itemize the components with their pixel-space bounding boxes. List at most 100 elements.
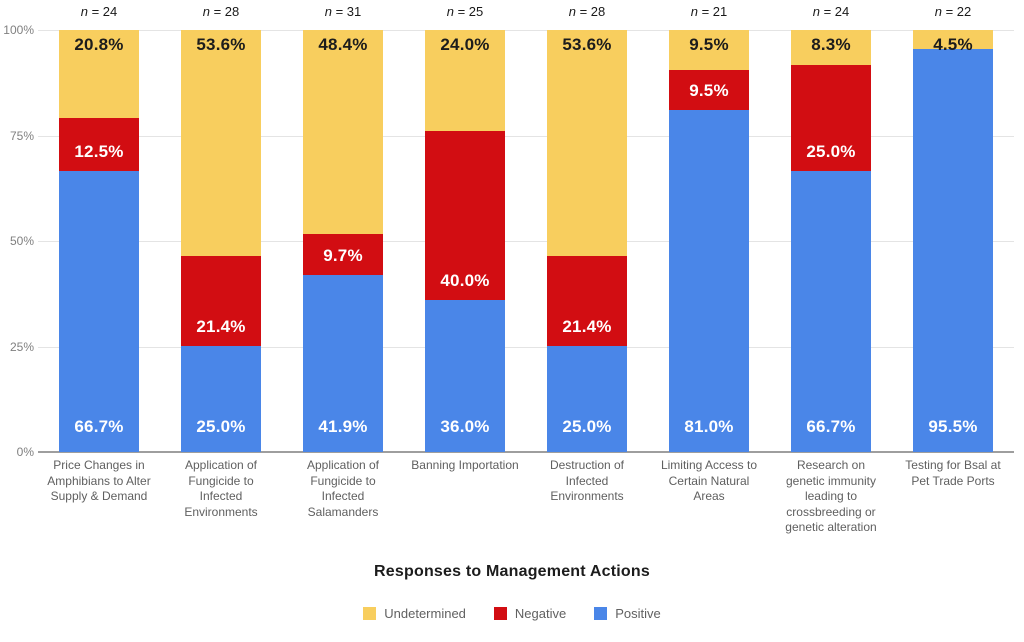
- segment-value-label: 95.5%: [928, 416, 978, 436]
- legend: Undetermined Negative Positive: [0, 606, 1024, 621]
- bar-slot: 20.8% 12.5% 66.7%: [38, 30, 160, 452]
- segment-value-label: 53.6%: [196, 35, 246, 54]
- bar-segment-negative: 9.7%: [303, 234, 383, 276]
- bar-column: 8.3% 25.0% 66.7%: [791, 30, 871, 452]
- segment-value-label: 8.3%: [811, 35, 851, 54]
- segment-value-label: 9.5%: [689, 81, 729, 101]
- legend-label: Undetermined: [384, 606, 466, 621]
- bar-segment-negative: 40.0%: [425, 131, 505, 301]
- n-count-label: n = 28: [202, 4, 240, 19]
- segment-value-label: 81.0%: [684, 416, 734, 436]
- n-count-label: n = 31: [324, 4, 362, 19]
- bar-segment-positive: 41.9%: [303, 275, 383, 452]
- bar-segment-undetermined: 53.6%: [547, 30, 627, 257]
- category-label: Destruction of Infected Environments: [549, 458, 625, 504]
- bar-segment-undetermined: 4.5%: [913, 30, 993, 54]
- plot-area: 20.8% 12.5% 66.7% 53.6% 21.4% 25.0% 48.4% 9.7% 4…: [3, 23, 1014, 459]
- bar-segment-undetermined: 53.6%: [181, 30, 261, 257]
- category-label: Limiting Access to Certain Natural Areas: [660, 458, 758, 504]
- bar-segment-undetermined: 20.8%: [59, 30, 139, 118]
- category-label: Application of Fungicide to Infected Env…: [184, 458, 258, 519]
- segment-value-label: 25.0%: [196, 416, 246, 436]
- n-count-label: n = 25: [446, 4, 484, 19]
- segment-value-label: 48.4%: [318, 35, 368, 54]
- y-axis-tick-label: 100%: [3, 23, 34, 37]
- bar-slot: 53.6% 21.4% 25.0%: [526, 30, 648, 452]
- bar-segment-negative: 12.5%: [59, 117, 139, 171]
- n-count-label: n = 28: [568, 4, 606, 19]
- bar-slot: 4.5% 95.5%: [892, 30, 1014, 452]
- bar-segment-undetermined: 48.4%: [303, 30, 383, 235]
- x-axis-baseline: [38, 451, 1014, 453]
- bar-segment-positive: 36.0%: [425, 300, 505, 452]
- bar-column: 20.8% 12.5% 66.7%: [59, 30, 139, 452]
- gridline: [38, 135, 1014, 137]
- bar-column: 53.6% 21.4% 25.0%: [547, 30, 627, 452]
- legend-item-negative: Negative: [493, 606, 567, 621]
- bars-row: 20.8% 12.5% 66.7% 53.6% 21.4% 25.0% 48.4% 9.7% 4…: [38, 30, 1014, 452]
- segment-value-label: 41.9%: [318, 416, 368, 436]
- gridline: [38, 241, 1014, 242]
- bar-segment-positive: 95.5%: [913, 48, 993, 452]
- bar-segment-undetermined: 24.0%: [425, 30, 505, 132]
- n-count-row: n = 24 n = 28 n = 31 n = 25 n = 28 n = 21 n = …: [38, 4, 1014, 19]
- legend-swatch-positive: [594, 607, 608, 620]
- y-axis-tick-label: 25%: [9, 339, 34, 354]
- bar-slot: 53.6% 21.4% 25.0%: [160, 30, 282, 452]
- bar-column: 24.0% 40.0% 36.0%: [425, 30, 505, 452]
- legend-item-positive: Positive: [594, 606, 661, 621]
- bar-segment-negative: 25.0%: [791, 65, 871, 171]
- bar-segment-positive: 66.7%: [59, 170, 139, 452]
- n-count-label: n = 24: [812, 4, 850, 19]
- segment-value-label: 4.5%: [933, 35, 973, 54]
- bar-slot: 9.5% 9.5% 81.0%: [648, 30, 770, 452]
- gridline: [38, 346, 1014, 348]
- bar-slot: 8.3% 25.0% 66.7%: [770, 30, 892, 452]
- segment-value-label: 66.7%: [806, 416, 856, 436]
- y-axis-tick-label: 75%: [9, 128, 34, 143]
- category-label: Research on genetic immunity leading to …: [785, 458, 877, 535]
- n-count-label: n = 21: [690, 4, 728, 19]
- legend-label: Negative: [514, 606, 567, 621]
- legend-label: Positive: [615, 606, 661, 621]
- bar-column: 53.6% 21.4% 25.0%: [181, 30, 261, 452]
- bar-segment-negative: 21.4%: [547, 256, 627, 347]
- bar-segment-negative: 21.4%: [181, 256, 261, 347]
- bar-segment-undetermined: 8.3%: [791, 30, 871, 66]
- bar-segment-negative: 9.5%: [669, 70, 749, 111]
- bar-column: 48.4% 9.7% 41.9%: [303, 30, 383, 452]
- y-axis-tick-label: 50%: [9, 234, 34, 248]
- legend-swatch-negative: [493, 607, 507, 620]
- bar-segment-positive: 81.0%: [669, 110, 749, 452]
- bar-column: 9.5% 9.5% 81.0%: [669, 30, 749, 452]
- segment-value-label: 9.5%: [689, 35, 729, 54]
- segment-value-label: 21.4%: [562, 317, 612, 337]
- segment-value-label: 20.8%: [74, 35, 124, 54]
- segment-value-label: 40.0%: [440, 271, 490, 291]
- bar-segment-positive: 25.0%: [181, 346, 261, 452]
- segment-value-label: 66.7%: [74, 416, 124, 436]
- category-label: Banning Importation: [411, 458, 519, 472]
- segment-value-label: 25.0%: [562, 416, 612, 436]
- segment-value-label: 36.0%: [440, 416, 490, 436]
- x-axis-title: Responses to Management Actions: [374, 563, 650, 580]
- legend-swatch-undetermined: [363, 607, 377, 620]
- segment-value-label: 12.5%: [74, 141, 124, 161]
- segment-value-label: 25.0%: [806, 141, 856, 161]
- segment-value-label: 53.6%: [562, 35, 612, 54]
- y-axis-tick-label: 0%: [16, 445, 34, 459]
- bar-segment-undetermined: 9.5%: [669, 30, 749, 71]
- category-label: Application of Fungicide to Infected Sal…: [306, 458, 380, 519]
- category-label: Price Changes in Amphibians to Alter Sup…: [47, 458, 151, 504]
- bar-slot: 48.4% 9.7% 41.9%: [282, 30, 404, 452]
- segment-value-label: 21.4%: [196, 317, 246, 337]
- segment-value-label: 9.7%: [323, 246, 363, 266]
- bar-slot: 24.0% 40.0% 36.0%: [404, 30, 526, 452]
- bar-segment-positive: 66.7%: [791, 170, 871, 452]
- legend-item-undetermined: Undetermined: [363, 606, 466, 621]
- bar-segment-positive: 25.0%: [547, 346, 627, 452]
- category-label: Testing for Bsal at Pet Trade Ports: [905, 458, 1001, 488]
- category-label-row: Price Changes in Amphibians to Alter Sup…: [38, 458, 1014, 536]
- gridline: [38, 30, 1014, 31]
